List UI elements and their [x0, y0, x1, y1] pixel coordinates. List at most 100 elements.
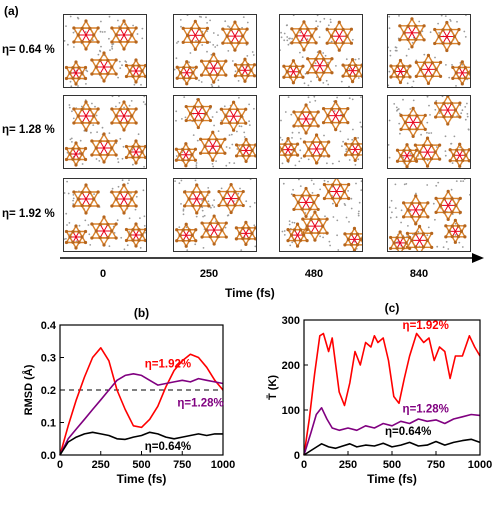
series-line-1 [59, 347, 224, 456]
snapshot-r1-c2 [173, 14, 257, 88]
framework-star [413, 136, 442, 168]
framework-star [322, 179, 351, 208]
framework-star [341, 58, 362, 84]
series-annotation-2: η=1.28% [403, 403, 449, 415]
framework-star [184, 97, 213, 130]
series-annotation-1: η=1.92% [403, 320, 449, 332]
y-tick-label: 0.1 [41, 418, 56, 430]
framework-star [174, 142, 198, 168]
framework-star [389, 230, 412, 251]
series-annotation-3: η=0.64% [385, 426, 431, 438]
y-tick-label: 0.0 [41, 450, 56, 462]
y-tick-label: 0 [294, 450, 300, 462]
framework-star [402, 194, 430, 226]
framework-star [395, 143, 419, 168]
framework-star [64, 224, 88, 250]
framework-star [233, 57, 256, 83]
framework-star [292, 186, 320, 219]
framework-star [306, 50, 334, 82]
framework-star [175, 222, 198, 248]
framework-star [448, 142, 470, 168]
panel-label: (b) [134, 306, 149, 320]
panel-label: (c) [385, 301, 400, 315]
series-line-1 [303, 332, 481, 456]
time-tick-480: 480 [304, 268, 324, 280]
framework-star [389, 58, 412, 85]
framework-star [398, 17, 426, 49]
snapshot-r1-c3 [279, 14, 363, 88]
snapshot-r3-c1 [63, 178, 147, 252]
time-tick-0: 0 [99, 268, 107, 280]
framework-star [451, 60, 470, 86]
snapshot-r3-c4 [387, 178, 471, 252]
row-label-1: η= 0.64 % [2, 44, 55, 56]
time-tick-250: 250 [199, 268, 219, 280]
framework-star [64, 60, 88, 86]
time-arrow-head [472, 253, 484, 263]
framework-star [344, 136, 362, 163]
panel-a-label: (a) [4, 4, 19, 18]
framework-star [414, 53, 443, 85]
x-tick-label: 750 [427, 459, 445, 471]
y-axis-label: RMSD (Å) [22, 364, 35, 415]
time-axis-label: Time (fs) [225, 286, 275, 300]
snapshot-r2-c2 [173, 95, 257, 169]
framework-star [280, 137, 300, 163]
x-tick-label: 250 [92, 459, 110, 471]
snapshot-r1-c1 [63, 14, 147, 88]
framework-star [200, 214, 228, 246]
framework-star [72, 19, 100, 51]
y-tick-label: 0.4 [41, 320, 57, 332]
snapshot-r3-c2 [173, 178, 257, 252]
framework-star [434, 189, 462, 221]
framework-star [292, 103, 320, 135]
framework-star [110, 183, 138, 215]
framework-star [72, 100, 100, 132]
snapshot-r2-c1 [63, 95, 147, 169]
rmsd-chart: (b) 0 250 500 750 1000 0.0 0.1 0.2 0.3 0.4 Time (fs… [22, 306, 235, 486]
y-tick-label: 100 [282, 405, 300, 417]
temperature-chart: (c) 0 250 500 750 1000 0 100 200 300 Time (fs) T̄ (… [267, 301, 493, 486]
x-tick-label: 0 [301, 459, 307, 471]
framework-star [221, 20, 249, 52]
framework-star [110, 19, 138, 51]
y-tick-label: 0.3 [41, 353, 56, 365]
x-axis-label: Time (fs) [117, 472, 167, 486]
row-label-2: η= 1.28 % [2, 124, 55, 136]
x-tick-label: 1000 [468, 459, 492, 471]
x-tick-label: 500 [383, 459, 401, 471]
framework-star [434, 96, 462, 126]
framework-star [321, 100, 350, 132]
framework-star [343, 226, 362, 251]
framework-star [444, 218, 467, 244]
framework-star [234, 220, 256, 246]
framework-star [90, 132, 118, 164]
framework-star [301, 210, 329, 242]
framework-star [175, 60, 198, 86]
framework-star [199, 52, 228, 84]
x-tick-label: 1000 [211, 459, 235, 471]
framework-star [399, 106, 427, 138]
series-annotation-3: η=0.64% [145, 441, 191, 453]
framework-star [124, 139, 146, 165]
snapshot-r3-c3 [279, 178, 363, 252]
framework-star [124, 222, 146, 248]
y-axis-label: T̄ (K) [267, 375, 279, 400]
framework-star [433, 20, 461, 53]
framework-star [72, 183, 100, 215]
x-tick-label: 500 [132, 459, 150, 471]
framework-star [183, 183, 211, 215]
framework-star [325, 20, 354, 52]
series-annotation-1: η=1.92% [145, 358, 191, 370]
framework-star [234, 137, 256, 164]
framework-star [90, 51, 118, 83]
time-arrow [60, 253, 484, 263]
y-tick-label: 200 [282, 360, 300, 372]
snapshot-r2-c4 [387, 95, 471, 169]
y-tick-label: 0.2 [41, 385, 56, 397]
framework-star [302, 133, 331, 165]
time-tick-840: 840 [409, 268, 429, 280]
series-line-2 [59, 373, 224, 456]
framework-star [124, 58, 146, 84]
snapshot-r2-c3 [279, 95, 363, 169]
